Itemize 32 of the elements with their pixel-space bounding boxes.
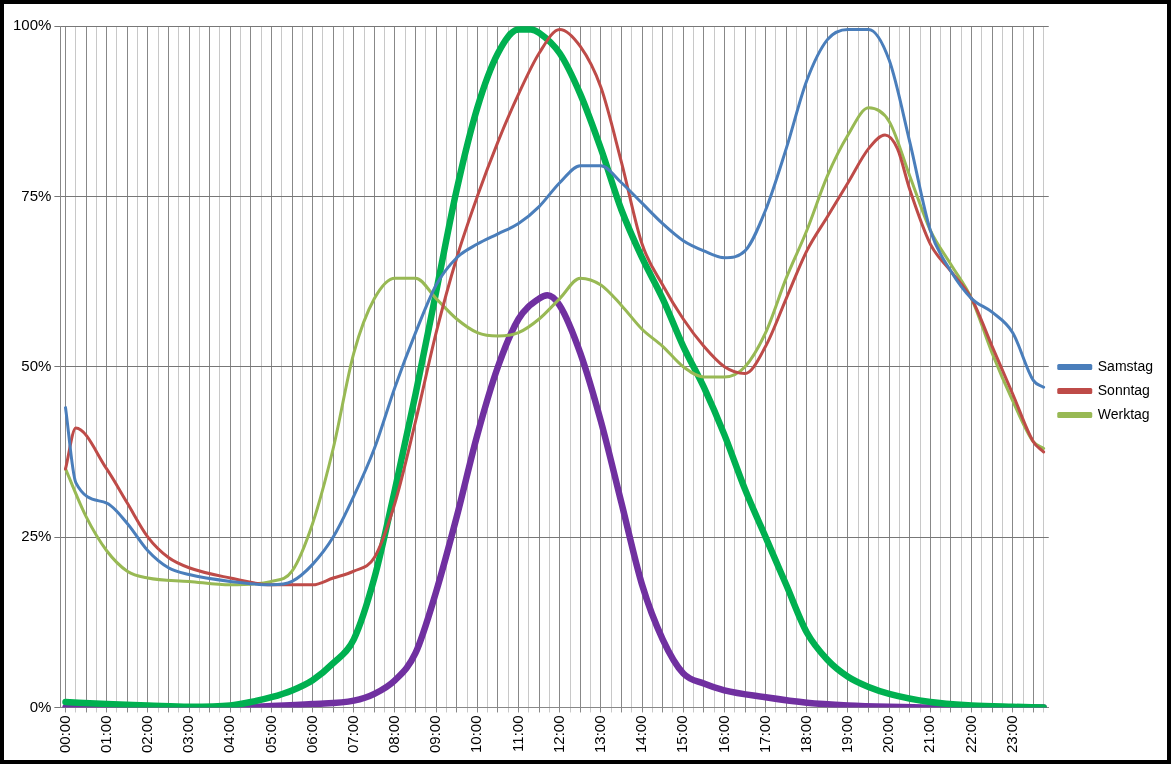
x-tick-label: 07:00	[343, 715, 361, 754]
y-tick-label: 0%	[29, 697, 52, 715]
x-tick-label: 08:00	[385, 715, 403, 754]
x-tick-label: 04:00	[220, 715, 238, 754]
legend-label: Werktag	[1097, 405, 1150, 422]
x-tick-label: 01:00	[96, 715, 114, 754]
x-tick-label: 20:00	[879, 715, 897, 754]
x-tick-label: 11:00	[508, 715, 526, 752]
x-tick-label: 13:00	[591, 715, 609, 754]
y-tick-label: 50%	[21, 356, 52, 374]
x-tick-label: 02:00	[138, 715, 156, 754]
x-tick-label: 22:00	[961, 715, 979, 754]
x-tick-label: 14:00	[632, 715, 650, 754]
x-tick-label: 12:00	[549, 715, 567, 754]
legend-label: Sonntag	[1097, 381, 1150, 398]
x-tick-label: 21:00	[920, 715, 938, 754]
x-tick-label: 23:00	[1002, 715, 1020, 754]
x-tick-label: 19:00	[838, 715, 856, 754]
legend-label: Samstag	[1097, 357, 1153, 374]
y-tick-label: 75%	[21, 186, 52, 204]
x-tick-label: 15:00	[673, 715, 691, 754]
x-tick-label: 09:00	[426, 715, 444, 754]
y-tick-label: 100%	[12, 16, 52, 34]
x-tick-label: 00:00	[55, 715, 73, 754]
y-tick-label: 25%	[21, 527, 52, 545]
x-tick-label: 06:00	[302, 715, 320, 754]
x-tick-label: 16:00	[714, 715, 732, 754]
x-tick-label: 17:00	[755, 715, 773, 754]
x-tick-label: 05:00	[261, 715, 279, 754]
x-tick-label: 10:00	[467, 715, 485, 754]
x-tick-label: 03:00	[179, 715, 197, 754]
x-tick-label: 18:00	[796, 715, 814, 754]
